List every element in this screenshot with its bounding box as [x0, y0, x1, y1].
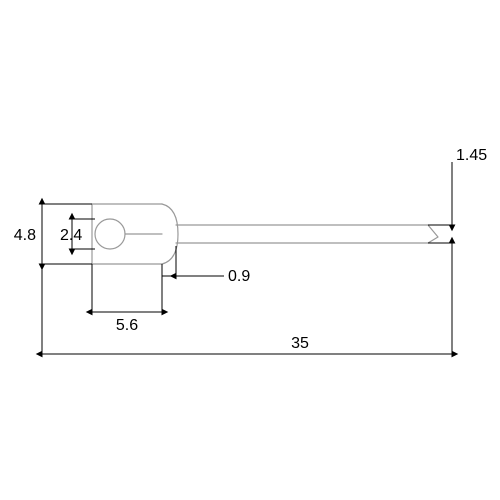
dim-shaft-dia: 1.45: [428, 147, 487, 354]
dim-head-height-label: 4.8: [14, 227, 36, 244]
dim-dome-proj-label: 0.9: [228, 268, 250, 285]
dim-head-width-label: 5.6: [116, 317, 138, 334]
rivet-technical-drawing: 4.8 2.4 5.6 0.9 1.45 35: [0, 0, 500, 500]
dim-head-width: 5.6: [92, 264, 162, 334]
dim-hole-dia: 2.4: [60, 219, 95, 249]
part-rivet: [92, 204, 438, 264]
dim-shaft-dia-label: 1.45: [456, 147, 487, 164]
dim-hole-dia-label: 2.4: [60, 227, 82, 244]
dim-total-length-label: 35: [291, 335, 309, 352]
